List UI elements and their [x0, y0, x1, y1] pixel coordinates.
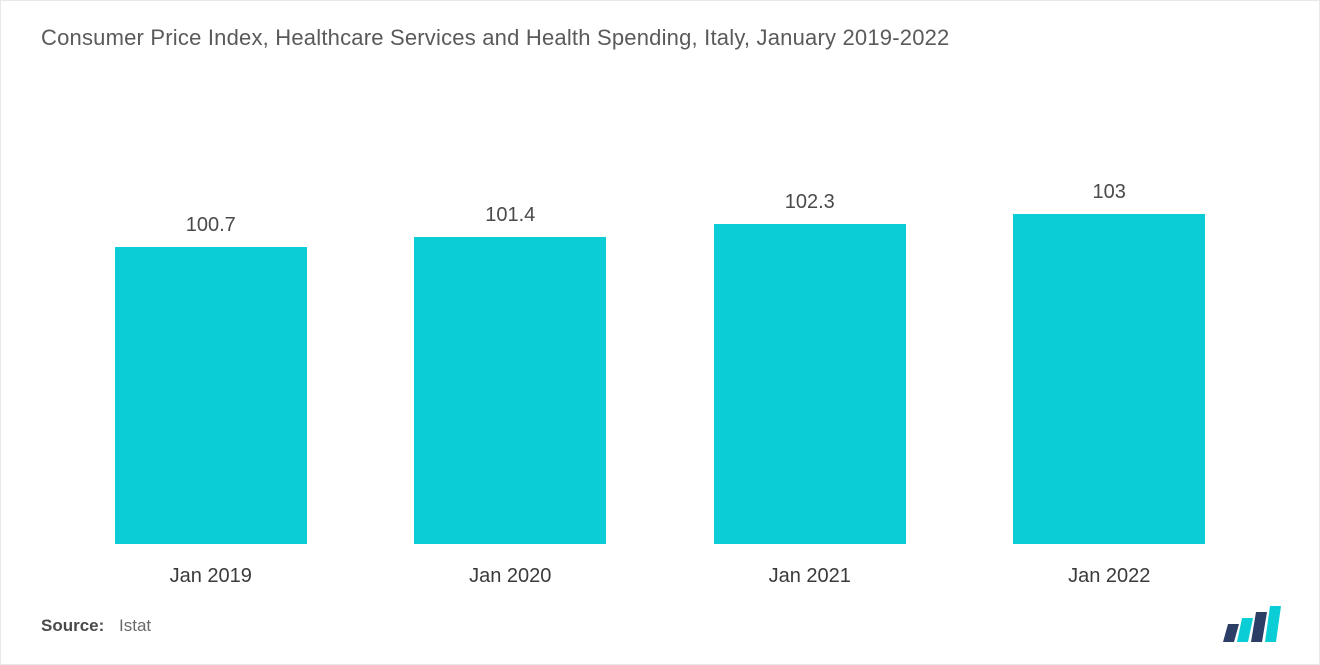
- bar: [115, 247, 307, 544]
- bar-wrap: 103Jan 2022: [977, 131, 1241, 544]
- bar-category-label: Jan 2020: [378, 565, 642, 588]
- bar-value-label: 101.4: [485, 204, 535, 227]
- bar-value-label: 103: [1093, 181, 1126, 204]
- plot-area: 100.7Jan 2019101.4Jan 2020102.3Jan 20211…: [61, 131, 1259, 544]
- bar-category-label: Jan 2022: [977, 565, 1241, 588]
- chart-container: Consumer Price Index, Healthcare Service…: [0, 0, 1320, 665]
- bar-group: 102.3Jan 2021: [678, 131, 942, 544]
- bar-group: 100.7Jan 2019: [79, 131, 343, 544]
- bar-value-label: 100.7: [186, 214, 236, 237]
- bar: [1013, 214, 1205, 544]
- chart-title: Consumer Price Index, Healthcare Service…: [1, 1, 1319, 51]
- bar-group: 103Jan 2022: [977, 131, 1241, 544]
- bar-value-label: 102.3: [785, 191, 835, 214]
- bar: [414, 237, 606, 544]
- bar-wrap: 100.7Jan 2019: [79, 131, 343, 544]
- bar-category-label: Jan 2021: [678, 565, 942, 588]
- bar: [714, 224, 906, 544]
- bar-wrap: 101.4Jan 2020: [378, 131, 642, 544]
- brand-logo-icon: [1221, 604, 1281, 642]
- bar-wrap: 102.3Jan 2021: [678, 131, 942, 544]
- source-row: Source: Istat: [41, 616, 151, 636]
- bar-group: 101.4Jan 2020: [378, 131, 642, 544]
- source-label: Source:: [41, 616, 104, 635]
- bar-category-label: Jan 2019: [79, 565, 343, 588]
- source-value: Istat: [119, 616, 151, 635]
